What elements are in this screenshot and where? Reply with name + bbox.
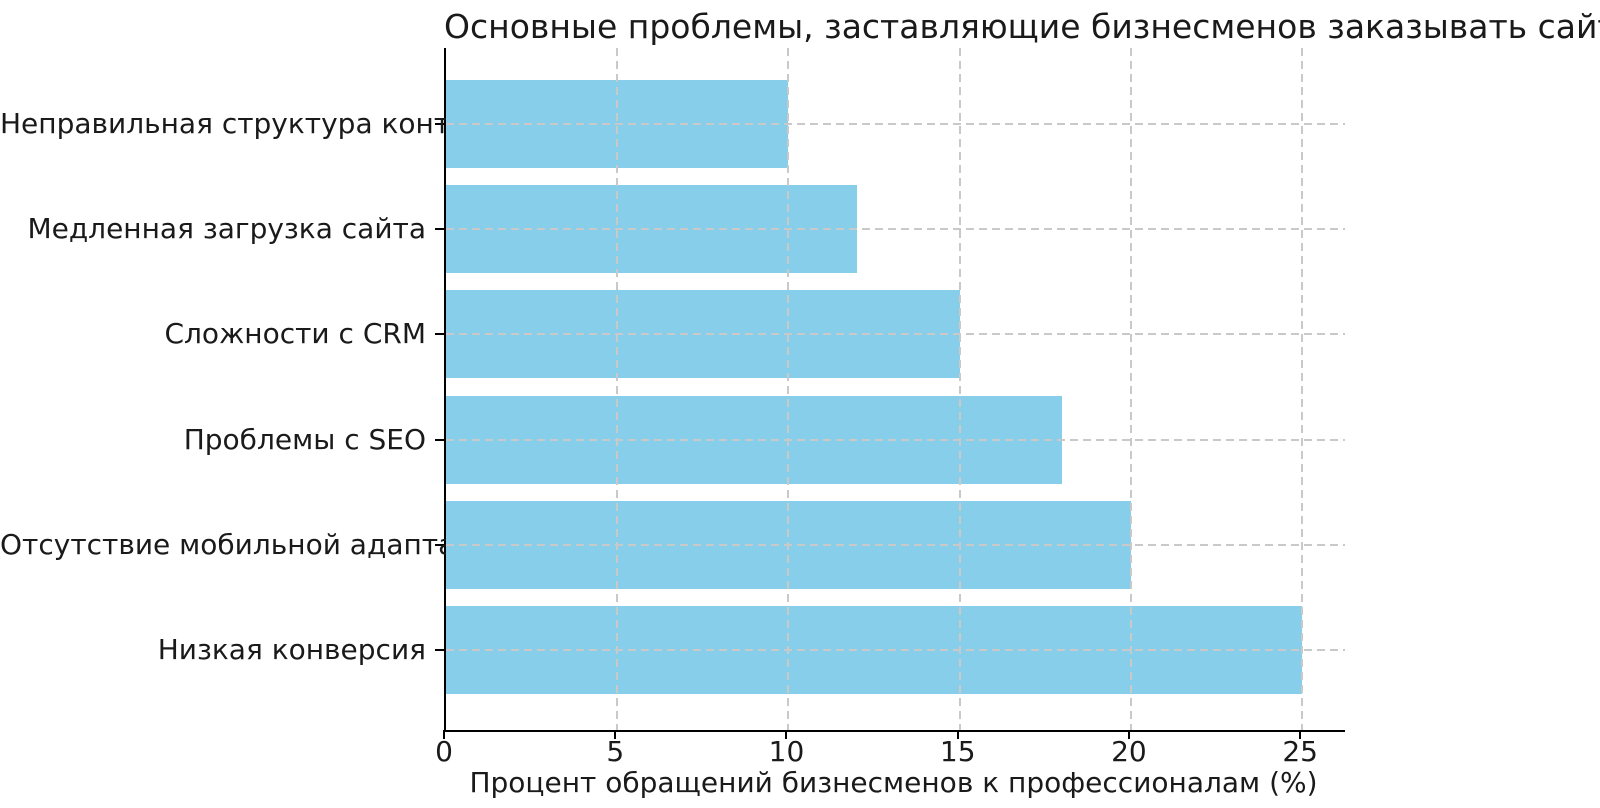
x-tick-mark [1127,730,1130,739]
y-category-label: Проблемы с SEO [183,422,426,456]
x-tick-mark [1299,730,1302,739]
gridline-vertical [787,48,790,730]
y-category-label: Неправильная структура контента [0,107,520,140]
gridline-horizontal [446,649,1345,651]
gridline-horizontal [446,543,1345,546]
y-tick-mark [435,333,444,336]
gridline-vertical [1129,48,1132,730]
x-tick-label: 5 [606,735,625,768]
gridline-horizontal [446,438,1345,441]
x-tick-mark [956,730,959,739]
gridline-horizontal [446,123,1345,125]
x-tick-label: 10 [768,735,805,768]
x-tick-label: 25 [1282,735,1318,768]
x-tick-mark [614,730,617,739]
y-tick-mark [435,123,444,125]
x-axis-label: Процент обращений бизнесменов к професси… [469,766,1318,799]
gridline-vertical [1301,48,1304,730]
gridline-vertical [616,48,619,730]
y-tick-mark [435,228,444,231]
x-tick-label: 20 [1111,735,1147,768]
gridline-vertical [958,48,961,730]
y-tick-mark [435,543,444,546]
chart-title: Основные проблемы, заставляющие бизнесме… [444,7,1600,46]
x-tick-mark [785,730,788,739]
x-tick-label: 0 [435,735,453,768]
gridline-horizontal [446,228,1345,231]
y-category-label: Низкая конверсия [157,633,426,666]
x-tick-mark [443,730,445,739]
y-category-label: Сложности с CRM [164,317,426,351]
y-tick-mark [435,438,444,441]
y-tick-mark [435,649,444,651]
gridline-horizontal [446,333,1345,336]
y-category-label: Отсутствие мобильной адаптации [0,527,511,561]
x-tick-label: 15 [939,735,976,768]
plot-area [444,48,1345,732]
y-category-label: Медленная загрузка сайта [27,212,426,246]
